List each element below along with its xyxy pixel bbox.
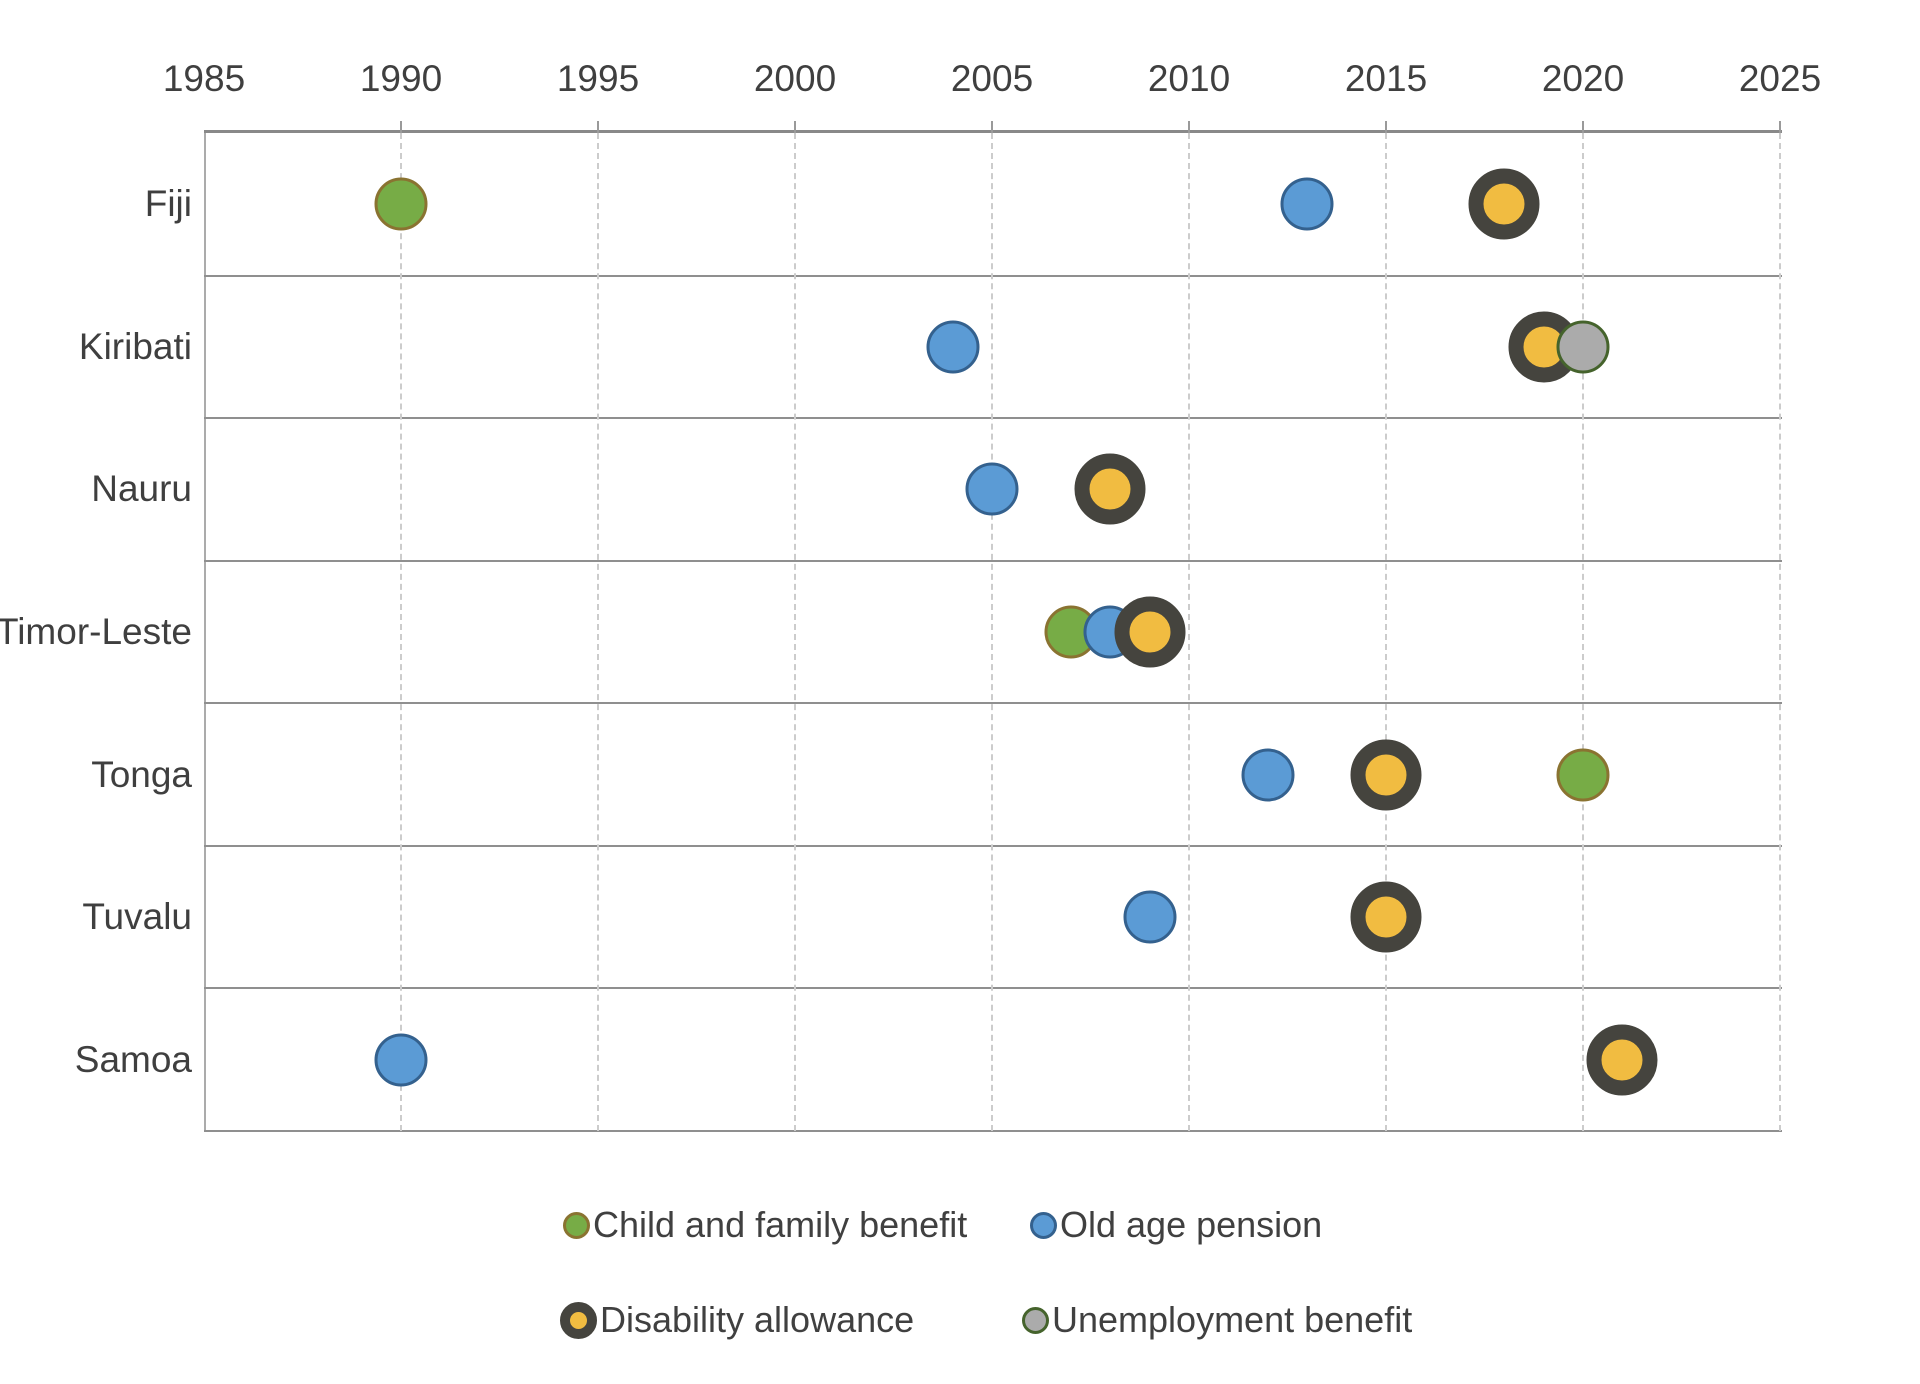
legend-label-oldage: Old age pension [1060, 1204, 1323, 1245]
point-oldage-nauru [965, 462, 1019, 516]
point-oldage-tuvalu [1123, 890, 1177, 944]
gridline-2005 [991, 133, 993, 1131]
plot-bottom-border [204, 1130, 1782, 1132]
point-oldage-samoa [374, 1033, 428, 1087]
point-disability-tuvalu [1350, 881, 1422, 953]
disability-legend-marker-icon [560, 1301, 597, 1339]
plot-top-border [204, 130, 1782, 133]
legend-item-unemployment: Unemployment benefit [1022, 1297, 1412, 1343]
legend-item-disability: Disability allowance [560, 1297, 914, 1343]
axis-tick-2005 [991, 121, 993, 133]
axis-tick-2000 [794, 121, 796, 133]
unemployment-legend-marker-icon [1022, 1306, 1049, 1334]
axis-tick-1995 [597, 121, 599, 133]
child-legend-marker-icon [563, 1211, 590, 1239]
country-label-tonga: Tonga [91, 753, 192, 795]
country-label-tuvalu: Tuvalu [82, 896, 192, 938]
axis-tick-2015 [1385, 121, 1387, 133]
x-tick-label: 2025 [1738, 58, 1822, 99]
x-tick-label: 2005 [950, 58, 1034, 99]
point-child-tonga [1556, 748, 1610, 802]
row-divider-line [204, 987, 1782, 990]
point-disability-tonga [1350, 739, 1422, 811]
x-tick-label: 1990 [359, 58, 443, 99]
point-disability-samoa [1586, 1024, 1658, 1096]
point-oldage-tonga [1241, 748, 1295, 802]
country-label-nauru: Nauru [91, 468, 192, 510]
x-tick-label: 2020 [1541, 58, 1625, 99]
gridline-2010 [1188, 133, 1190, 1131]
point-disability-nauru [1074, 453, 1146, 525]
gridline-2025 [1779, 133, 1781, 1131]
x-tick-label: 1995 [556, 58, 640, 99]
point-oldage-kiribati [926, 320, 980, 374]
legend-item-child: Child and family benefit [563, 1202, 967, 1248]
row-divider-line [204, 702, 1782, 705]
gridline-2000 [794, 133, 796, 1131]
country-label-fiji: Fiji [144, 183, 192, 225]
country-label-timor-leste: Timor-Leste [0, 611, 192, 652]
row-divider-line [204, 844, 1782, 847]
row-divider-line [204, 559, 1782, 562]
oldage-legend-marker-icon [1030, 1211, 1057, 1239]
legend-label-child: Child and family benefit [593, 1204, 968, 1245]
legend-item-oldage: Old age pension [1030, 1202, 1322, 1248]
point-unemployment-kiribati [1556, 320, 1610, 374]
axis-tick-2010 [1188, 121, 1190, 133]
point-disability-fiji [1468, 168, 1540, 240]
x-tick-label: 2000 [753, 58, 837, 99]
point-oldage-fiji [1280, 177, 1334, 231]
row-divider-line [204, 417, 1782, 420]
legend-label-unemployment: Unemployment benefit [1052, 1299, 1413, 1340]
country-label-samoa: Samoa [74, 1038, 192, 1080]
gridline-1990 [400, 133, 402, 1131]
axis-tick-2020 [1582, 121, 1584, 133]
gridline-1995 [597, 133, 599, 1131]
point-child-fiji [374, 177, 428, 231]
x-tick-label: 2015 [1344, 58, 1428, 99]
x-tick-label: 2010 [1147, 58, 1231, 99]
country-label-kiribati: Kiribati [78, 325, 192, 367]
legend-label-disability: Disability allowance [600, 1299, 915, 1340]
axis-tick-2025 [1779, 121, 1781, 133]
x-tick-label: 1985 [162, 58, 246, 99]
gridline-2020 [1582, 133, 1584, 1131]
axis-tick-1990 [400, 121, 402, 133]
gridline-2015 [1385, 133, 1387, 1131]
point-disability-timor-leste [1114, 596, 1186, 668]
plot-left-border [204, 133, 206, 1131]
row-divider-line [204, 274, 1782, 277]
